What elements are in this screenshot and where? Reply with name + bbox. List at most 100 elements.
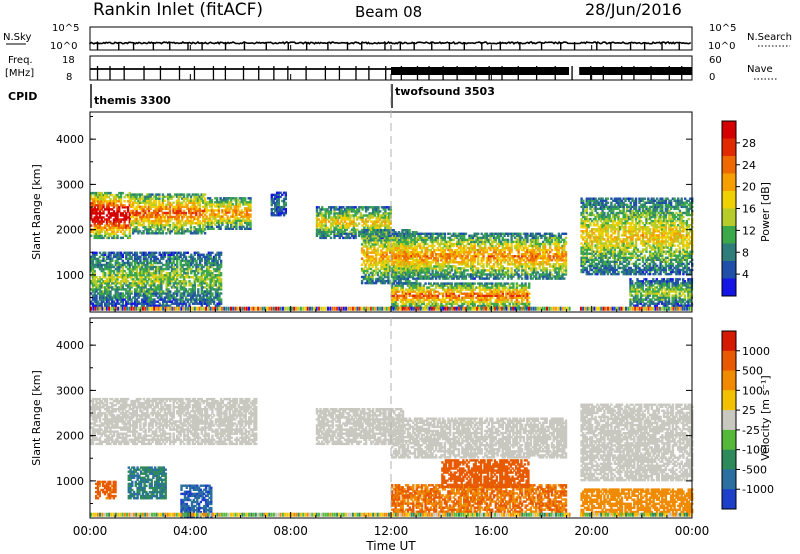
echo-cell [156,226,159,229]
echo-cell [205,296,209,299]
echo-cell [373,220,377,223]
echo-cell [162,292,165,295]
echo-cell [135,193,138,196]
echo-cell [144,276,147,279]
echo-cell [207,225,210,228]
echo-cell [186,199,189,202]
echo-cell [221,223,224,226]
echo-cell [369,239,373,242]
echo-cell [389,237,392,240]
echo-cell [433,257,436,260]
echo-cell [205,203,208,206]
echo-cell [149,298,153,301]
echo-cell [112,272,116,275]
echo-cell [405,261,408,264]
echo-cell [205,259,209,263]
echo-cell [482,263,485,266]
echo-cell [174,290,177,293]
echo-cell [93,236,96,240]
echo-cell [105,230,109,233]
echo-cell [399,232,403,235]
echo-cell [347,232,350,235]
echo-cell [149,232,152,235]
echo-cell [443,248,447,252]
echo-cell [405,246,408,250]
echo-cell [410,275,413,278]
echo-cell [443,277,447,280]
echo-cell [242,211,245,214]
echo-cell [441,232,445,235]
echo-cell [97,191,100,195]
echo-cell [111,228,114,231]
echo-cell [195,300,198,303]
echo-cell [197,276,200,279]
echo-cell [119,195,123,199]
echo-cell [448,236,452,240]
echo-cell [450,242,454,246]
echo-cell [235,205,238,208]
echo-cell [184,284,188,287]
echo-cell [387,218,391,221]
echo-cell [90,257,93,261]
echo-cell [216,288,219,291]
echo-cell [104,226,107,229]
echo-cell [415,246,418,250]
echo-cell [100,193,103,197]
echo-cell [167,219,170,223]
echo-cell [125,251,128,254]
echo-cell [137,296,140,299]
echo-cell [376,277,380,281]
echo-cell [155,292,158,295]
echo-cell [385,261,388,264]
echo-cell [202,294,205,297]
echo-cell [174,257,177,261]
echo-cell [105,284,109,287]
echo-cell [379,226,382,229]
echo-cell [169,300,172,303]
echo-cell [121,288,124,291]
echo-cell [149,272,153,275]
echo-cell [105,232,109,235]
echo-cell [277,191,280,194]
echo-cell [107,296,110,299]
echo-cell [172,267,175,271]
echo-cell [431,277,434,280]
echo-cell [473,234,476,237]
echo-cell [371,220,375,223]
echo-cell [343,218,347,221]
echo-cell [345,232,348,235]
echo-cell [463,236,466,240]
echo-cell [221,219,224,222]
echo-cell [98,298,102,301]
echo-cell [102,200,105,203]
echo-cell [340,224,343,227]
echo-cell [378,239,381,242]
echo-cell [399,255,402,258]
echo-cell [195,197,198,200]
echo-cell [147,215,151,219]
echo-cell [116,259,119,263]
echo-cell [107,210,110,213]
echo-cell [154,224,158,227]
echo-cell [447,271,450,274]
echo-cell [216,274,219,277]
echo-cell [205,205,208,208]
echo-cell [195,276,198,279]
echo-cell [174,193,177,196]
echo-cell [132,282,135,285]
echo-cell [91,230,95,233]
echo-cell [231,221,235,224]
echo-cell [130,251,133,254]
echo-cell [160,203,163,206]
echo-cell [112,224,116,227]
echo-cell [102,274,105,277]
echo-cell [366,226,370,229]
echo-cell [144,203,147,206]
echo-cell [272,197,275,201]
echo-cell [147,232,151,235]
echo-cell [405,240,408,244]
echo-cell [107,263,110,267]
echo-cell [211,272,214,275]
echo-cell [245,211,249,214]
nsearch-label: N.Search [747,32,792,43]
